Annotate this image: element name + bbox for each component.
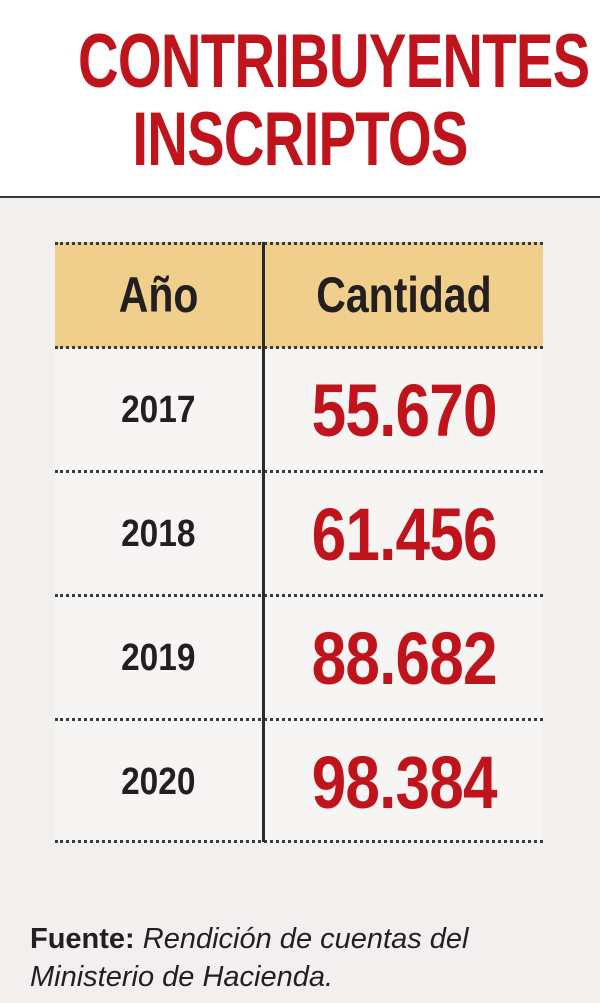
page-title-line1: CONTRIBUYENTES — [78, 19, 590, 104]
row-divider — [55, 718, 543, 721]
source-text-line1: Rendición de cuentas del — [142, 923, 469, 955]
table-row: 2017 55.670 — [55, 348, 543, 472]
page-title-line2: INSCRIPTOS — [132, 97, 468, 182]
year-cell: 2018 — [121, 512, 196, 555]
table-header-row — [55, 242, 543, 348]
value-cell: 61.456 — [311, 492, 497, 576]
row-divider — [55, 346, 543, 349]
column-header-quantity: Cantidad — [316, 267, 492, 323]
column-header-year: Año — [118, 267, 199, 323]
row-divider — [55, 594, 543, 597]
source-text-line2: Ministerio de Hacienda. — [30, 961, 334, 993]
source-label: Fuente: — [30, 923, 135, 955]
column-divider — [262, 242, 265, 842]
year-cell: 2020 — [121, 760, 196, 803]
table-row: 2018 61.456 — [55, 472, 543, 596]
row-divider — [55, 840, 543, 843]
table-row: 2019 88.682 — [55, 596, 543, 720]
year-cell: 2019 — [121, 636, 196, 679]
row-divider — [55, 242, 543, 245]
value-cell: 55.670 — [311, 368, 497, 452]
row-divider — [55, 470, 543, 473]
data-table: Año Cantidad 2017 55.670 2018 61.456 201… — [55, 242, 543, 844]
table-row: 2020 98.384 — [55, 720, 543, 844]
value-cell: 88.682 — [311, 616, 497, 700]
year-cell: 2017 — [121, 388, 196, 431]
source-note: Fuente: Rendición de cuentas del Ministe… — [30, 920, 570, 996]
value-cell: 98.384 — [311, 740, 497, 824]
title-banner: CONTRIBUYENTES INSCRIPTOS — [0, 0, 600, 198]
